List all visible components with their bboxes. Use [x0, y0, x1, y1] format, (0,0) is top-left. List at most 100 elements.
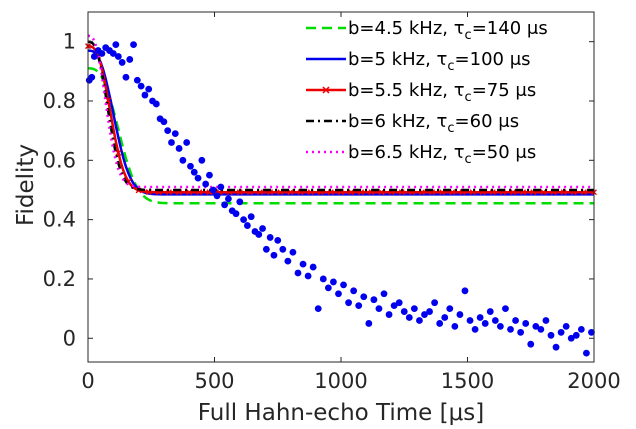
data-point: [294, 269, 302, 277]
data-point: [255, 231, 263, 238]
data-point: [209, 186, 217, 194]
data-point: [522, 320, 530, 327]
data-point: [496, 323, 504, 330]
data-point: [171, 130, 179, 138]
data-point: [137, 82, 145, 90]
data-point: [471, 325, 479, 333]
data-point: [461, 287, 469, 295]
data-point: [456, 311, 464, 318]
data-point: [507, 325, 514, 333]
curve-marker: [348, 189, 355, 196]
y-tick-label: 0.4: [43, 208, 76, 232]
x-tick-label: 2000: [567, 369, 620, 393]
legend-label: b=6.5 kHz, τc=50 μs: [348, 142, 536, 167]
data-point: [202, 180, 210, 188]
x-tick-label: 1500: [441, 369, 494, 393]
curve-marker: [489, 189, 496, 196]
data-point: [350, 287, 358, 295]
curve-marker: [418, 189, 425, 196]
curve-marker: [105, 97, 112, 104]
curve-marker: [510, 189, 517, 196]
data-point: [476, 314, 484, 321]
data-point: [537, 325, 545, 333]
legend-label: b=4.5 kHz, τc=140 μs: [348, 18, 548, 43]
data-point: [112, 41, 120, 49]
data-point: [314, 305, 322, 313]
data-point: [512, 317, 519, 324]
data-point: [141, 91, 149, 99]
data-point: [365, 320, 373, 327]
data-point: [236, 198, 244, 206]
data-point: [441, 314, 449, 321]
data-point: [562, 323, 570, 330]
data-point: [274, 236, 282, 244]
data-point: [446, 305, 454, 313]
fit-curve-line: [88, 67, 594, 205]
curve-marker: [398, 189, 405, 196]
data-point: [98, 50, 106, 57]
data-point: [190, 168, 198, 176]
data-point: [213, 192, 221, 200]
data-point: [304, 272, 312, 280]
curve-marker: [358, 189, 365, 196]
data-point: [126, 56, 134, 63]
data-point: [532, 323, 540, 330]
data-point: [436, 320, 444, 327]
data-point: [481, 320, 489, 327]
curve-marker: [165, 189, 172, 196]
data-point: [164, 127, 172, 135]
data-point: [375, 305, 383, 313]
data-point: [168, 139, 175, 146]
data-point: [232, 210, 240, 218]
data-point: [243, 222, 251, 229]
data-point: [152, 100, 160, 108]
data-point: [547, 331, 555, 339]
data-point: [130, 41, 137, 49]
data-point: [400, 308, 408, 315]
y-tick-label: 0.8: [43, 89, 76, 113]
data-point: [466, 317, 474, 324]
curve-marker: [186, 189, 193, 196]
curve-marker: [196, 189, 203, 196]
curve-marker: [115, 149, 122, 156]
fit-curve-line: [87, 40, 594, 192]
data-point: [206, 171, 213, 179]
legend-label: b=5.5 kHz, τc=75 μs: [348, 80, 536, 105]
y-tick-label: 1: [63, 30, 76, 54]
data-point: [572, 331, 580, 339]
data-point: [225, 195, 232, 203]
curve-marker: [236, 189, 243, 196]
data-point: [335, 290, 342, 298]
data-point: [284, 257, 292, 265]
curve-marker: [327, 189, 334, 196]
data-point: [360, 293, 368, 301]
curve-marker: [560, 189, 567, 196]
data-point: [588, 328, 595, 336]
data-point: [198, 156, 206, 164]
y-tick-label: 0.2: [43, 267, 76, 291]
data-point: [145, 85, 153, 93]
data-point: [187, 162, 194, 170]
curve-marker: [580, 189, 587, 196]
data-point: [133, 76, 141, 84]
curve-marker: [429, 189, 436, 196]
data-point: [118, 59, 126, 66]
data-point: [517, 328, 525, 336]
data-point: [577, 325, 585, 333]
data-point: [486, 308, 494, 315]
data-point: [262, 245, 270, 253]
y-tick-label: 0.6: [43, 148, 76, 172]
data-point: [527, 340, 535, 348]
data-point: [109, 50, 117, 57]
x-tick-label: 500: [194, 369, 234, 393]
data-point: [240, 216, 247, 224]
data-point: [542, 317, 550, 324]
data-point: [217, 183, 225, 191]
curve-marker: [449, 189, 456, 196]
data-point: [385, 311, 393, 318]
data-point: [183, 139, 191, 146]
data-point: [279, 245, 287, 253]
data-point: [370, 296, 378, 304]
data-point: [502, 305, 509, 313]
data-point: [431, 299, 439, 307]
